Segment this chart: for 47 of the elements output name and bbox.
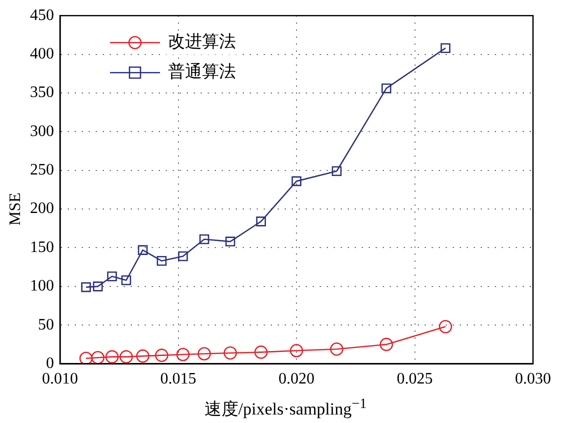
y-tick-label: 200 [30, 200, 54, 218]
legend-label: 改进算法 [168, 32, 236, 52]
point [292, 176, 302, 186]
point [330, 342, 344, 356]
point [381, 83, 392, 94]
legend-label: 普通算法 [168, 62, 236, 82]
y-tick-label: 400 [30, 45, 54, 62]
x-tick-label: 0.020 [278, 370, 314, 388]
point [380, 338, 394, 352]
point [198, 347, 211, 360]
point [155, 348, 168, 362]
point [290, 344, 304, 358]
point [92, 282, 103, 292]
point [224, 346, 237, 360]
point [107, 271, 117, 282]
point [438, 320, 452, 334]
y-tick-label: 300 [30, 122, 54, 140]
y-tick-label: 150 [30, 238, 54, 256]
x-tick-label: 0.030 [515, 370, 551, 388]
y-tick-label: 450 [30, 6, 54, 24]
point [120, 350, 133, 364]
point [225, 236, 236, 246]
y-axis-title: MSE [7, 192, 25, 228]
point [121, 275, 132, 286]
point [91, 350, 104, 364]
point [440, 43, 450, 53]
point [178, 251, 188, 262]
y-tick-label: 350 [30, 84, 54, 102]
point [332, 166, 342, 176]
point [138, 245, 148, 255]
point [156, 256, 167, 266]
y-tick-label: 50 [38, 316, 54, 334]
y-tick-label: 0 [46, 355, 54, 372]
point [79, 352, 93, 364]
point [105, 350, 119, 364]
x-tick-label: 0.015 [160, 370, 196, 388]
point [199, 234, 210, 244]
point [254, 346, 268, 359]
point [176, 348, 190, 362]
x-tick-label: 0.025 [396, 370, 433, 388]
point [256, 216, 266, 226]
point [136, 349, 150, 363]
y-tick-label: 250 [30, 162, 54, 179]
y-tick-label: 100 [30, 278, 54, 295]
x-axis-title: 速度/pixels·sampling$^{−1}$ [203, 396, 368, 421]
point [81, 282, 91, 292]
x-tick-label: 0.010 [42, 370, 78, 388]
